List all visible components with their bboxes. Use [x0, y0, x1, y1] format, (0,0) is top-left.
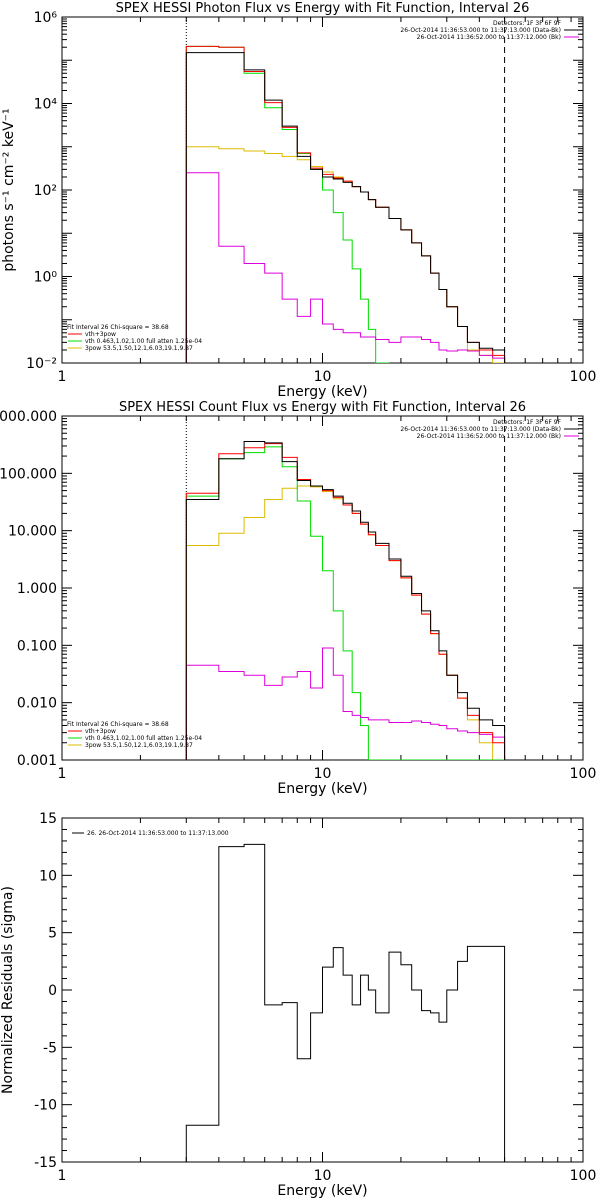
series-line-background — [185, 647, 506, 760]
series-line-background — [185, 172, 506, 363]
y-tick-label: 0 — [48, 983, 57, 999]
y-axis-label: photons s⁻¹ cm⁻² keV⁻¹ — [1, 108, 17, 271]
series-line-data — [185, 440, 506, 760]
legend-text: 26. 26-Oct-2014 11:36:53.000 to 11:37:13… — [87, 830, 229, 837]
series-line-data — [185, 843, 506, 1162]
chart-title: SPEX HESSI Photon Flux vs Energy with Fi… — [116, 1, 530, 16]
panel-2 — [61, 817, 584, 1163]
legend-text: 26-Oct-2014 11:36:52.000 to 11:37:12.000… — [417, 433, 561, 440]
series-group — [185, 440, 506, 760]
legend-text: Fit Interval 26 Chi-square = 38.68 — [67, 721, 169, 728]
legend-text: vth 0.463,1.02,1.00 full atten 1.25e-04 — [85, 735, 202, 742]
x-axis-label: Energy (keV) — [277, 1183, 367, 1199]
x-tick-label: 100 — [570, 1168, 597, 1184]
y-tick-label: -10 — [34, 1098, 57, 1114]
legend-text: Fit Interval 26 Chi-square = 38.68 — [67, 324, 169, 331]
x-tick-label: 1 — [58, 1168, 67, 1184]
series-group — [185, 45, 506, 363]
y-tick-label: 10⁰ — [34, 270, 58, 286]
x-tick-label: 10 — [314, 766, 332, 782]
y-tick-label: 15 — [39, 811, 57, 827]
panel-1 — [61, 415, 584, 761]
x-tick-label: 10 — [314, 1168, 332, 1184]
y-axis-label: Normalized Residuals (sigma) — [0, 886, 16, 1094]
y-tick-label: 1000.000 — [0, 409, 57, 425]
y-tick-label: 10⁶ — [34, 10, 58, 26]
series-line-nonthermal — [185, 146, 505, 363]
x-tick-label: 100 — [570, 369, 597, 385]
legend-text: vth 0.463,1.02,1.00 full atten 1.25e-04 — [85, 338, 202, 345]
legend-text: 26-Oct-2014 11:36:52.000 to 11:37:12.000… — [417, 34, 561, 41]
chart-title: SPEX HESSI Count Flux vs Energy with Fit… — [119, 400, 526, 415]
y-tick-label: 10.000 — [8, 524, 57, 540]
series-line-data — [185, 52, 506, 363]
series-group — [185, 843, 506, 1162]
y-tick-label: 5 — [48, 926, 57, 942]
x-tick-label: 1 — [58, 369, 67, 385]
y-tick-label: 10² — [34, 183, 57, 199]
y-tick-label: -5 — [43, 1040, 57, 1056]
legend-text: Detectors: 1F 3F 6F 9F — [493, 20, 562, 27]
legend-text: 3pow 53.5,1.50,12.1,6.03,19.1,9.87 — [85, 345, 193, 352]
panel-0 — [61, 16, 584, 364]
y-tick-label: 10⁴ — [34, 97, 58, 113]
x-axis-label: Energy (keV) — [277, 781, 367, 797]
y-tick-label: 0.001 — [17, 753, 57, 769]
legend-text: 26-Oct-2014 11:36:53.000 to 11:37:13.000… — [400, 426, 561, 433]
series-line-total — [185, 45, 506, 363]
legend-text: 26-Oct-2014 11:36:53.000 to 11:37:13.000… — [400, 27, 561, 34]
legend-text: Detectors: 1F 3F 6F 9F — [493, 419, 562, 426]
y-tick-label: -15 — [34, 1155, 57, 1171]
x-tick-label: 100 — [570, 766, 597, 782]
y-tick-label: 1.000 — [17, 581, 57, 597]
legend-text: vth+3pow — [85, 728, 116, 735]
series-line-nonthermal — [185, 485, 505, 760]
series-line-thermal — [185, 446, 505, 760]
y-tick-label: 100.000 — [0, 466, 57, 482]
legend-text: 3pow 53.5,1.50,12.1,6.03,19.1,9.87 — [85, 742, 193, 749]
y-tick-label: 0.100 — [17, 638, 57, 654]
x-axis-label: Energy (keV) — [277, 384, 367, 400]
y-tick-label: 10 — [39, 868, 57, 884]
x-tick-label: 10 — [314, 369, 332, 385]
y-tick-label: 10⁻² — [26, 356, 57, 372]
y-tick-label: 0.010 — [17, 696, 57, 712]
series-line-total — [185, 443, 506, 760]
legend-text: vth+3pow — [85, 331, 116, 338]
x-tick-label: 1 — [58, 766, 67, 782]
series-line-thermal — [185, 45, 506, 363]
